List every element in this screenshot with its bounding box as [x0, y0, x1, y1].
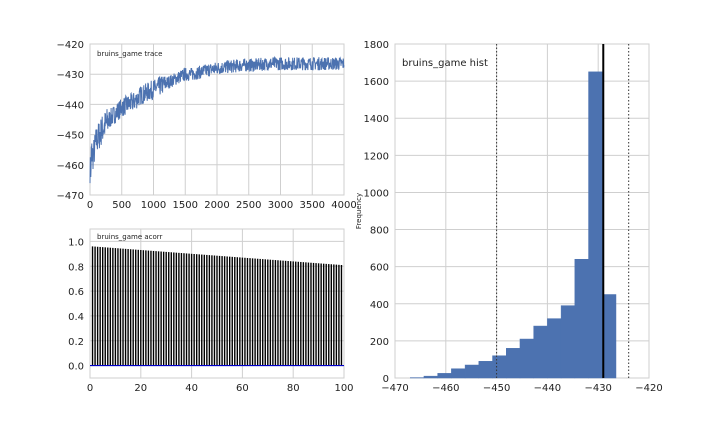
acorr-y-tick-label: 0.4	[68, 312, 84, 323]
hist-bar	[574, 258, 589, 379]
trace-y-tick-label: −430	[57, 70, 84, 81]
trace-y-tick-label: −450	[57, 131, 84, 142]
acorr-tick-labels: 0 20 40 60 80 100 0.0 0.2 0.4 0.6 0.8 1.0	[68, 237, 353, 394]
acorr-y-tick-label: 1.0	[68, 237, 84, 248]
trace-x-tick-label: 4000	[331, 200, 356, 211]
hist-bar	[423, 375, 438, 379]
acorr-y-tick-label: 0.0	[68, 362, 84, 373]
hist-title: bruins_game hist	[402, 58, 488, 69]
hist-x-tick-label: −440	[534, 383, 561, 394]
hist-y-tick-label: 1200	[364, 151, 389, 162]
trace-y-tick-label: −440	[57, 100, 84, 111]
hist-y-tick-label: 0	[383, 374, 389, 385]
acorr-y-tick-label: 0.8	[68, 262, 84, 273]
trace-x-tick-label: 3000	[268, 200, 293, 211]
hist-ylabel: Frequency	[355, 193, 363, 229]
hist-bar	[533, 325, 548, 379]
hist-y-tick-label: 1800	[364, 40, 389, 51]
hist-y-tick-label: 400	[370, 300, 389, 311]
hist-x-tick-label: −450	[483, 383, 510, 394]
trace-x-tick-label: 500	[112, 200, 131, 211]
hist-bar	[451, 368, 466, 379]
hist-bar	[560, 305, 576, 379]
hist-bar	[464, 364, 480, 379]
hist-y-tick-label: 200	[370, 337, 389, 348]
trace-title: bruins_game trace	[97, 50, 162, 58]
hist-bar	[437, 373, 452, 379]
hist-x-tick-label: −420	[635, 383, 662, 394]
acorr-x-tick-label: 80	[287, 383, 300, 394]
hist-x-tick-label: −460	[432, 383, 459, 394]
acorr-title: bruins_game acorr	[97, 233, 163, 241]
hist-y-tick-label: 1400	[364, 114, 389, 125]
hist-bar	[478, 361, 493, 379]
trace-y-tick-label: −460	[57, 161, 84, 172]
acorr-x-tick-label: 0	[87, 383, 93, 394]
hist-y-tick-label: 1000	[364, 188, 389, 199]
hist-bar	[547, 318, 562, 379]
hist-x-tick-label: −430	[584, 383, 611, 394]
hist-bars	[409, 71, 617, 379]
acorr-panel: 0 20 40 60 80 100 0.0 0.2 0.4 0.6 0.8 1.0 bruins_ga…	[68, 228, 354, 394]
acorr-x-tick-label: 40	[185, 383, 198, 394]
trace-x-tick-label: 1000	[141, 200, 166, 211]
acorr-x-tick-label: 100	[334, 383, 353, 394]
hist-bar	[492, 355, 507, 379]
trace-tick-labels: 0 500 1000 1500 2000 2500 3000 3500 4000 −420 −430…	[57, 40, 357, 211]
hist-y-tick-label: 600	[370, 263, 389, 274]
hist-panel: −470 −460 −450 −440 −430 −420 0 200 400 600 800 100…	[355, 40, 663, 394]
acorr-x-tick-label: 20	[134, 383, 147, 394]
hist-bar	[506, 348, 521, 379]
hist-y-tick-label: 1600	[364, 77, 389, 88]
trace-x-tick-label: 2000	[204, 200, 229, 211]
hist-bar	[588, 71, 603, 379]
trace-x-tick-label: 2500	[236, 200, 261, 211]
trace-series-line	[89, 55, 345, 184]
acorr-y-tick-label: 0.2	[68, 337, 84, 348]
hist-bar	[519, 338, 534, 379]
hist-x-tick-label: −470	[381, 383, 408, 394]
trace-x-tick-label: 1500	[173, 200, 198, 211]
hist-reference-lines	[496, 44, 630, 378]
trace-y-tick-label: −470	[57, 191, 84, 202]
trace-x-tick-label: 3500	[300, 200, 325, 211]
acorr-x-tick-label: 60	[236, 383, 249, 394]
trace-y-tick-label: −420	[57, 40, 84, 51]
hist-tick-labels: −470 −460 −450 −440 −430 −420 0 200 400 600 800 100…	[364, 40, 663, 394]
acorr-y-tick-label: 0.6	[68, 287, 84, 298]
acorr-bars	[91, 246, 343, 366]
trace-panel: 0 500 1000 1500 2000 2500 3000 3500 4000 −420 −430…	[57, 40, 357, 211]
trace-x-tick-label: 0	[87, 200, 93, 211]
hist-bar	[602, 294, 617, 379]
hist-y-tick-label: 800	[370, 226, 389, 237]
